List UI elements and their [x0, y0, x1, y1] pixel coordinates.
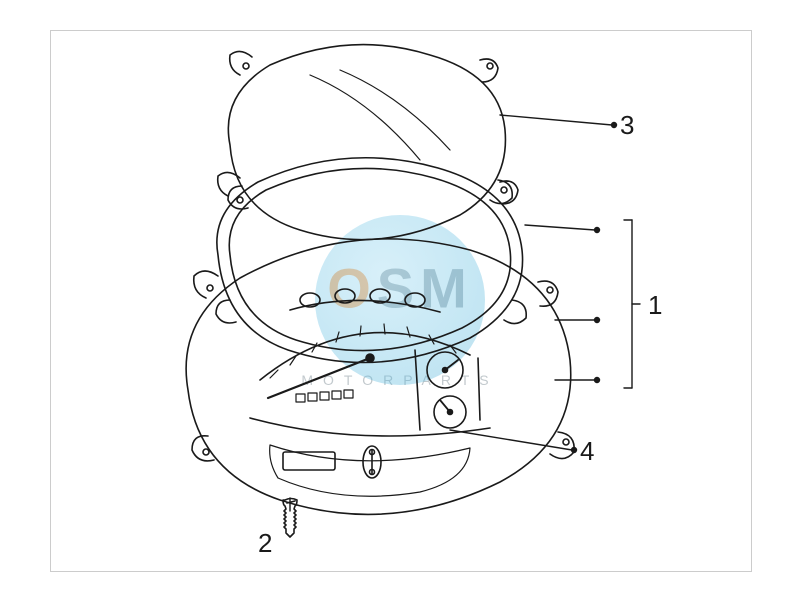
callout-1: 1 [648, 290, 662, 321]
callout-2: 2 [258, 528, 272, 559]
cluster-housing [186, 239, 574, 515]
callout-3: 3 [620, 110, 634, 141]
bracket [624, 220, 640, 388]
lens-cover [228, 45, 512, 240]
gasket-ring [216, 158, 526, 363]
exploded-diagram [0, 0, 800, 600]
callout-4: 4 [580, 436, 594, 467]
